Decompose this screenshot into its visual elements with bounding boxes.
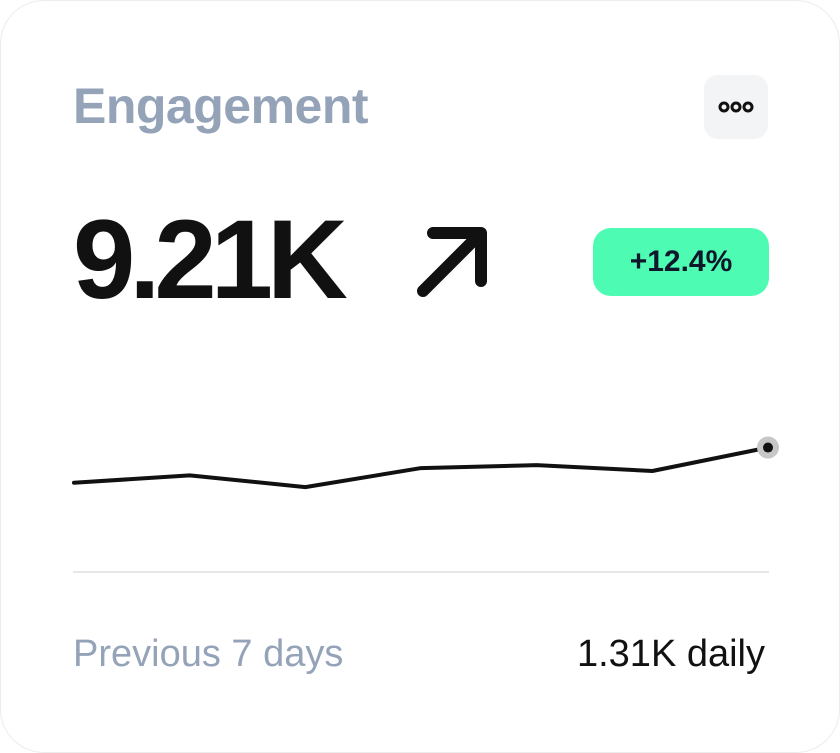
divider <box>73 571 769 573</box>
sparkline-end-point <box>763 442 773 453</box>
metric-value: 9.21K <box>73 197 348 322</box>
change-badge: +12.4% <box>593 228 769 296</box>
arrow-up-right-icon <box>417 227 487 297</box>
sparkline-chart <box>72 436 779 490</box>
period-label: Previous 7 days <box>73 633 344 675</box>
more-horizontal-icon <box>718 101 754 113</box>
more-options-button[interactable] <box>704 75 768 139</box>
daily-average: 1.31K daily <box>576 633 765 675</box>
sparkline-line <box>72 445 770 490</box>
card-title: Engagement <box>73 78 369 134</box>
